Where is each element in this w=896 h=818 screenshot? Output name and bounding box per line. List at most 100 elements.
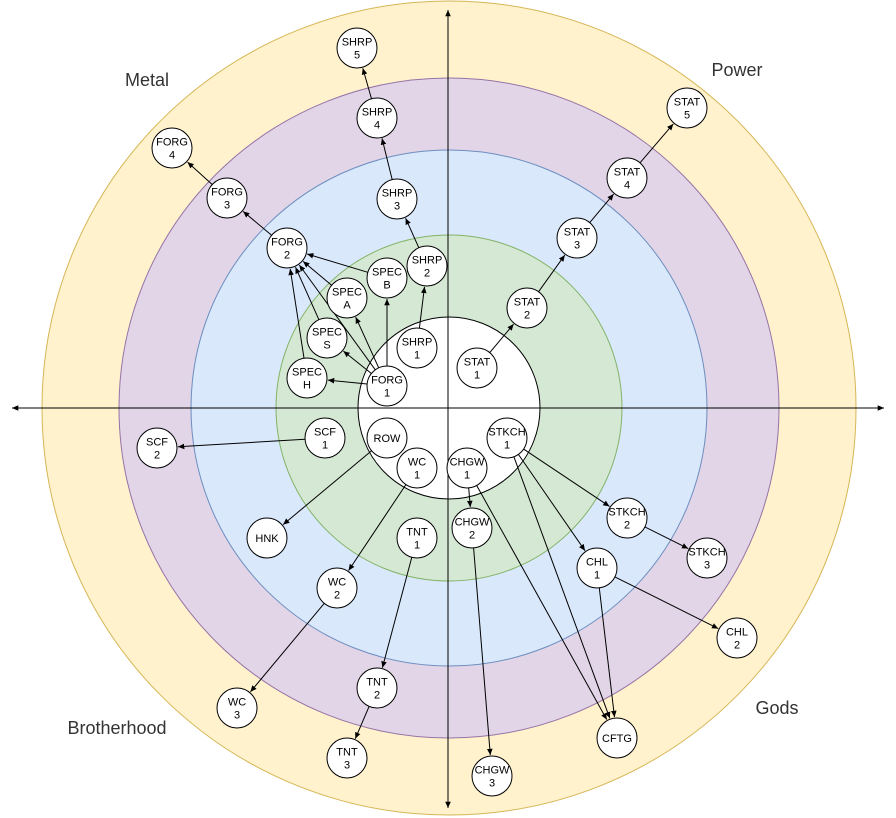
node-circle — [606, 157, 648, 199]
node-label: 4 — [374, 120, 380, 132]
edge-stat1-to-stat2 — [489, 323, 514, 353]
node-label: 5 — [354, 50, 360, 62]
node-label: 3 — [489, 778, 495, 790]
node-circle — [446, 447, 488, 489]
node-circle — [304, 417, 346, 459]
node-label: 3 — [574, 240, 580, 252]
node-label: WC — [328, 577, 346, 589]
node-label: 3 — [234, 710, 240, 722]
edge-stat4-to-stat5 — [639, 123, 674, 164]
node-label: CHGW — [475, 765, 510, 777]
edge-shrp1-to-shrp2 — [418, 286, 427, 329]
node-label: 3 — [344, 760, 350, 772]
node-circle — [396, 447, 438, 489]
node-label: 1 — [322, 440, 328, 452]
node-circle — [556, 217, 598, 259]
node-circle — [336, 27, 378, 69]
edge-shrp3-to-shrp4 — [380, 138, 393, 180]
node-label: STAT — [564, 227, 591, 239]
node-label: B — [383, 280, 390, 292]
node-circle — [206, 177, 248, 219]
node-cftg[interactable]: CFTG — [596, 717, 638, 759]
edge-scf1-to-scf2 — [177, 438, 306, 450]
edge-wc2-to-wc3 — [250, 603, 325, 693]
node-circle — [686, 537, 728, 579]
node-label: 2 — [334, 590, 340, 602]
node-circle — [356, 97, 398, 139]
node-label: 1 — [464, 470, 470, 482]
node-label: 1 — [414, 350, 420, 362]
node-label: SPEC — [372, 267, 402, 279]
node-circle — [306, 317, 348, 359]
edge-stkch2-to-stkch3 — [644, 526, 689, 550]
node-hnk[interactable]: HNK — [246, 517, 288, 559]
node-label: SHRP — [402, 337, 433, 349]
node-circle — [286, 357, 328, 399]
node-row[interactable]: ROW — [366, 417, 408, 459]
node-wc2[interactable]: WC2 — [316, 567, 358, 609]
node-circle — [666, 87, 708, 129]
node-label: HNK — [255, 533, 279, 545]
edge-stat3-to-stat4 — [589, 193, 614, 223]
node-label: CHL — [586, 557, 608, 569]
node-label: 4 — [169, 150, 175, 162]
edge-tnt1-to-tnt2 — [381, 557, 413, 668]
node-label: 2 — [284, 250, 290, 262]
quadrant-label-brotherhood: Brotherhood — [67, 718, 166, 738]
node-label: STAT — [464, 357, 491, 369]
node-label: SCF — [146, 437, 168, 449]
edge-forg2-to-forg3 — [242, 211, 272, 236]
node-label: FORG — [271, 237, 303, 249]
node-label: STAT — [614, 167, 641, 179]
node-wc3[interactable]: WC3 — [216, 687, 258, 729]
node-circle — [471, 755, 513, 797]
edge-chl1-to-cftg — [598, 587, 617, 718]
quadrant-label-gods: Gods — [755, 698, 798, 718]
node-circle — [596, 717, 638, 759]
node-label: 2 — [624, 520, 630, 532]
node-label: FORG — [211, 187, 243, 199]
edge-stkch1-to-chl1 — [517, 454, 586, 551]
node-circle — [406, 245, 448, 287]
edge-shrp4-to-shrp5 — [361, 68, 372, 99]
node-wc1[interactable]: WC1 — [396, 447, 438, 489]
edge-forg3-to-forg4 — [187, 161, 213, 185]
axes — [12, 10, 884, 808]
node-label: TNT — [336, 747, 358, 759]
node-circle — [376, 178, 418, 220]
quadrant-labels: Metal Power Brotherhood Gods — [67, 60, 798, 738]
node-label: 2 — [374, 690, 380, 702]
